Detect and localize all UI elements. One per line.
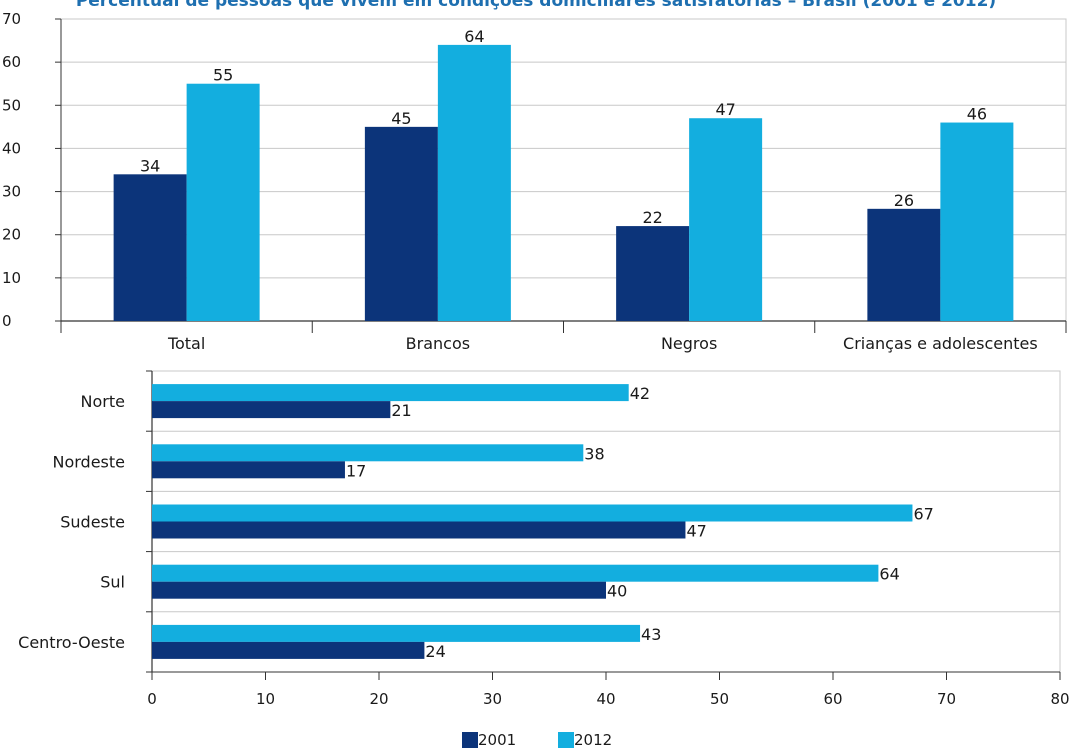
x-tick-label: 20 [369,690,388,708]
bar-2012 [186,83,260,321]
bar-2001 [152,641,425,659]
y-tick-label: 20 [2,226,21,244]
data-label-2012: 46 [967,105,987,124]
data-label-2001: 45 [391,109,411,128]
data-label-2001: 34 [140,156,160,175]
data-label-2012: 38 [584,444,604,463]
y-category-label: Nordeste [52,452,125,471]
data-label-2012: 64 [879,565,899,584]
legend-swatch-2012 [558,732,574,748]
data-label-2001: 24 [425,642,445,661]
data-label-2012: 64 [464,27,484,46]
legend-label-2012: 2012 [574,731,613,749]
x-tick-label: 60 [823,690,842,708]
data-label-2001: 47 [686,522,706,541]
bar-2012 [152,444,584,462]
bar-2012 [437,44,511,322]
bar-2012 [152,564,879,582]
y-category-label: Sul [100,573,125,592]
legend-item-2001: 2001 [462,732,516,749]
data-label-2001: 40 [607,582,627,601]
x-tick-label: 40 [596,690,615,708]
data-label-2012: 67 [913,505,933,524]
y-category-label: Sudeste [60,513,125,532]
y-tick-label: 50 [2,96,21,114]
bar-2012 [152,384,629,402]
x-tick-label: 70 [937,690,956,708]
bar-2012 [940,122,1014,322]
x-tick-label: 80 [1050,690,1069,708]
y-category-label: Norte [81,392,125,411]
bar-2001 [152,401,391,419]
data-label-2001: 22 [642,208,662,227]
top-bar-chart: 0 10 20 30 40 50 60 70 Total 34 55 Brancos 45 64 Negro… [2,10,1067,353]
bar-2001 [364,126,438,321]
bar-2012 [152,504,913,522]
data-label-2001: 26 [894,191,914,210]
bar-2001 [152,461,345,479]
bar-2001 [616,226,690,321]
legend-label-2001: 2001 [478,731,517,749]
chart-title: Percentual de pessoas que vivem em condi… [75,0,997,11]
data-label-2001: 21 [391,401,411,420]
data-label-2012: 55 [213,66,233,85]
y-tick-label: 40 [2,139,21,157]
y-tick-label: 10 [2,269,21,287]
bar-2001 [113,174,187,321]
y-category-label: Centro-Oeste [18,633,125,652]
bar-2012 [152,624,641,642]
data-label-2012: 43 [641,625,661,644]
legend-swatch-2001 [462,732,478,748]
y-tick-label: 70 [2,10,21,28]
legend-item-2012: 2012 [558,732,612,749]
x-tick-label: 50 [710,690,729,708]
bar-2001 [152,581,606,599]
bar-2001 [152,521,686,539]
y-tick-label: 0 [2,312,12,330]
data-label-2001: 17 [346,461,366,480]
y-tick-label: 30 [2,183,21,201]
x-category-label: Brancos [406,334,470,353]
bar-2001 [867,208,941,321]
data-label-2012: 47 [715,100,735,119]
x-category-label: Total [167,334,205,353]
bar-2012 [689,118,763,321]
x-tick-label: 30 [483,690,502,708]
x-category-label: Crianças e adolescentes [843,334,1038,353]
bottom-bar-chart: 0 10 20 30 40 50 60 70 80 Norte 42 21 Nordeste 38 17 Su… [18,370,1070,708]
y-tick-label: 60 [2,53,21,71]
x-category-label: Negros [661,334,717,353]
x-tick-label: 10 [256,690,275,708]
data-label-2012: 42 [630,384,650,403]
x-tick-label: 0 [147,690,157,708]
